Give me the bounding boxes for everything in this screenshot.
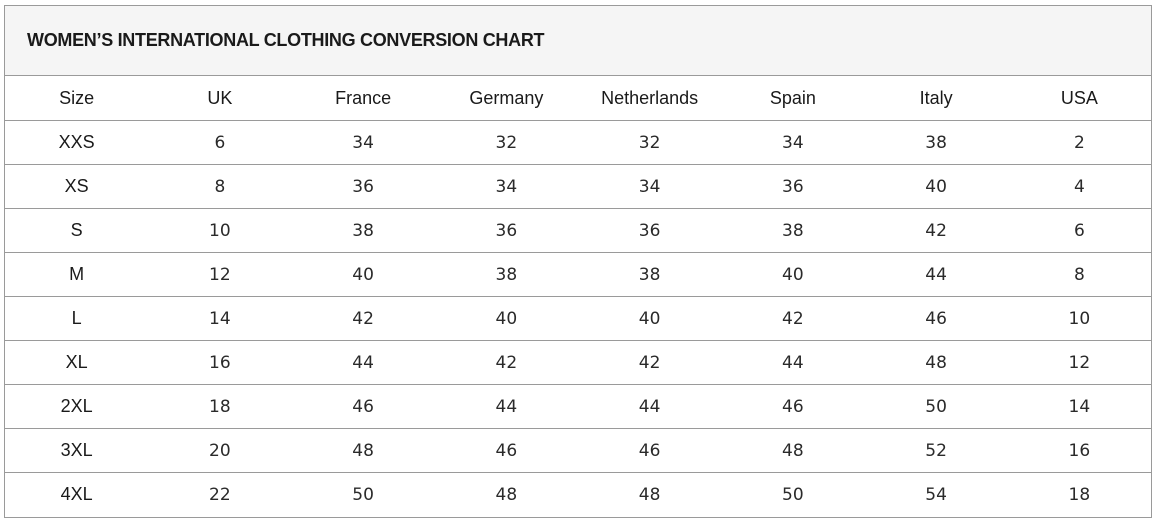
cell-uk: 20 [148,428,292,473]
cell-netherlands: 46 [578,428,722,473]
cell-netherlands: 36 [578,208,722,253]
cell-usa: 2 [1007,120,1151,165]
cell-netherlands: 42 [578,340,722,385]
cell-size: XXS [5,120,149,165]
cell-italy: 42 [864,208,1008,253]
cell-netherlands: 34 [578,164,722,209]
table-header-row: Size UK France Germany Netherlands Spain… [5,76,1151,121]
cell-uk: 10 [148,208,292,253]
cell-germany: 34 [434,164,578,209]
column-header-germany: Germany [434,76,578,121]
table-row: M 12 40 38 38 40 44 8 [5,252,1151,297]
cell-france: 38 [291,208,435,253]
cell-size: L [5,296,149,341]
cell-spain: 34 [721,120,865,165]
cell-france: 40 [291,252,435,297]
cell-usa: 10 [1007,296,1151,341]
cell-spain: 42 [721,296,865,341]
cell-uk: 6 [148,120,292,165]
conversion-chart: WOMEN’S INTERNATIONAL CLOTHING CONVERSIO… [4,5,1152,518]
cell-spain: 36 [721,164,865,209]
cell-uk: 12 [148,252,292,297]
cell-france: 44 [291,340,435,385]
column-header-uk: UK [148,76,292,121]
cell-germany: 32 [434,120,578,165]
cell-spain: 38 [721,208,865,253]
cell-germany: 46 [434,428,578,473]
cell-uk: 18 [148,384,292,429]
cell-germany: 42 [434,340,578,385]
cell-usa: 14 [1007,384,1151,429]
cell-usa: 16 [1007,428,1151,473]
cell-italy: 40 [864,164,1008,209]
cell-spain: 44 [721,340,865,385]
cell-spain: 48 [721,428,865,473]
table-row: 2XL 18 46 44 44 46 50 14 [5,384,1151,429]
cell-usa: 18 [1068,484,1091,505]
table-body: XXS 6 34 32 32 34 38 2 XS 8 36 34 34 36 40 4 S 10 38 36 36 38… [5,120,1151,517]
table-row: 3XL 20 48 46 46 48 52 16 [5,428,1151,473]
cell-netherlands: 40 [578,296,722,341]
cell-size: 2XL [5,384,149,429]
cell-uk: 22 [209,484,231,505]
cell-spain: 46 [721,384,865,429]
cell-uk: 16 [148,340,292,385]
cell-france: 50 [352,484,374,505]
cell-germany: 40 [434,296,578,341]
table-row: XXS 6 34 32 32 34 38 2 [5,120,1151,165]
cell-germany: 44 [434,384,578,429]
table-row: XL 16 44 42 42 44 48 12 [5,340,1151,385]
cell-italy: 46 [864,296,1008,341]
cell-size: XL [5,340,149,385]
cell-netherlands: 48 [638,484,661,505]
size-conversion-table: Size UK France Germany Netherlands Spain… [5,76,1151,516]
column-header-usa: USA [1007,76,1151,121]
column-header-france: France [291,76,435,121]
column-header-spain: Spain [721,76,865,121]
table-row: 4XL 22 50 48 48 50 54 18 [5,473,1151,517]
cell-italy: 54 [925,484,947,505]
cell-usa: 8 [1007,252,1151,297]
column-header-netherlands: Netherlands [578,76,722,121]
cell-usa: 12 [1007,340,1151,385]
cell-italy: 48 [864,340,1008,385]
cell-germany: 38 [434,252,578,297]
cell-italy: 50 [864,384,1008,429]
cell-netherlands: 32 [578,120,722,165]
table-row: S 10 38 36 36 38 42 6 [5,208,1151,253]
cell-germany: 48 [495,484,518,505]
column-header-italy: Italy [864,76,1008,121]
cell-uk: 14 [148,296,292,341]
cell-size: 4XL [60,484,93,504]
cell-germany: 36 [434,208,578,253]
cell-france: 46 [291,384,435,429]
cell-spain: 40 [721,252,865,297]
cell-size: XS [5,164,149,209]
table-row: XS 8 36 34 34 36 40 4 [5,164,1151,209]
cell-size: 3XL [5,428,149,473]
cell-size: S [5,208,149,253]
cell-size: M [5,252,149,297]
chart-title-bar: WOMEN’S INTERNATIONAL CLOTHING CONVERSIO… [5,6,1151,76]
cell-france: 42 [291,296,435,341]
cell-uk: 8 [148,164,292,209]
cell-netherlands: 38 [578,252,722,297]
cell-france: 34 [291,120,435,165]
cell-spain: 50 [782,484,804,505]
cell-italy: 44 [864,252,1008,297]
chart-title: WOMEN’S INTERNATIONAL CLOTHING CONVERSIO… [27,30,545,50]
cell-netherlands: 44 [578,384,722,429]
column-header-size: Size [5,76,149,121]
cell-france: 36 [291,164,435,209]
cell-usa: 4 [1007,164,1151,209]
cell-italy: 38 [864,120,1008,165]
cell-france: 48 [291,428,435,473]
table-row: L 14 42 40 40 42 46 10 [5,296,1151,341]
cell-usa: 6 [1007,208,1151,253]
cell-italy: 52 [864,428,1008,473]
